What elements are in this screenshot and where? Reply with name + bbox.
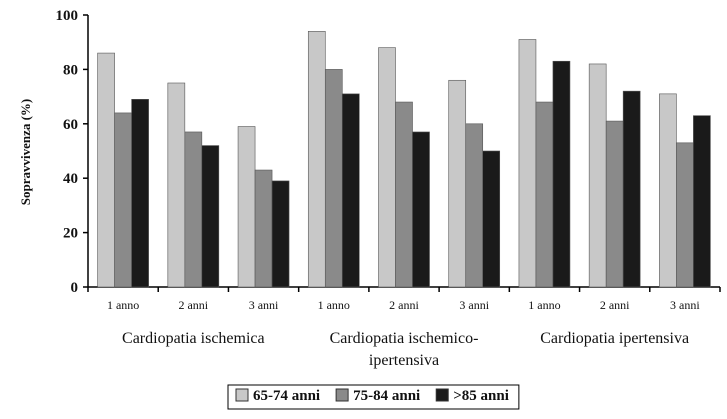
bar <box>131 99 149 288</box>
bar <box>605 120 624 288</box>
bar <box>254 169 273 288</box>
bar <box>201 145 220 288</box>
y-tick-label: 0 <box>71 280 79 296</box>
legend-label: 75-84 anni <box>353 388 420 404</box>
bars <box>97 31 711 288</box>
bar <box>237 126 256 288</box>
legend-swatch <box>335 388 349 402</box>
bar <box>271 180 290 288</box>
category-label: 3 anni <box>249 298 279 312</box>
y-tick-label: 100 <box>56 8 79 24</box>
bar <box>114 112 132 288</box>
group-label: ipertensiva <box>369 352 439 369</box>
category-label: 1 anno <box>107 298 139 312</box>
group-label: Cardiopatia ischemico- <box>330 330 479 347</box>
bar <box>465 123 484 288</box>
group-label: Cardiopatia ischemica <box>122 330 265 347</box>
bar <box>97 52 115 288</box>
y-axis-title-group: Sopravvivenza (%) <box>18 99 33 206</box>
bar <box>659 93 677 288</box>
bar <box>518 39 537 288</box>
labels: 1 anno 2 anni 3 anni 1 anno 2 anni 3 anni 1 an… <box>107 298 700 369</box>
bar <box>448 79 467 288</box>
category-label: 3 anni <box>670 298 700 312</box>
bar <box>184 131 203 288</box>
bar <box>395 101 413 288</box>
group-label: Cardiopatia ipertensiva <box>540 330 689 347</box>
bar <box>676 142 694 288</box>
legend-label: >85 anni <box>453 388 509 404</box>
category-label: 2 anni <box>178 298 208 312</box>
y-tick-label: 80 <box>63 62 78 78</box>
y-axis-title: Sopravvivenza (%) <box>18 99 33 206</box>
legend-swatch <box>435 388 449 402</box>
category-label: 1 anno <box>528 298 560 312</box>
y-tick-label: 60 <box>63 117 78 133</box>
category-label: 2 anni <box>600 298 630 312</box>
legend: 65-74 anni 75-84 anni >85 anni <box>227 384 520 410</box>
category-label: 1 anno <box>318 298 350 312</box>
bar <box>341 93 360 288</box>
bar <box>552 60 571 288</box>
bar <box>588 63 607 288</box>
bar <box>482 150 501 288</box>
bar <box>535 101 554 288</box>
category-label: 2 anni <box>389 298 419 312</box>
bar <box>307 31 326 288</box>
bar <box>378 47 396 288</box>
bar <box>622 90 641 288</box>
category-label: 3 anni <box>459 298 489 312</box>
y-tick-label: 20 <box>63 226 78 242</box>
y-tick-label: 40 <box>63 171 78 187</box>
legend-label: 65-74 anni <box>253 388 320 404</box>
bar <box>167 82 186 288</box>
bar <box>412 131 430 288</box>
bar <box>693 115 711 288</box>
legend-frame <box>227 384 520 410</box>
legend-swatch <box>235 388 249 402</box>
bar <box>324 69 343 288</box>
